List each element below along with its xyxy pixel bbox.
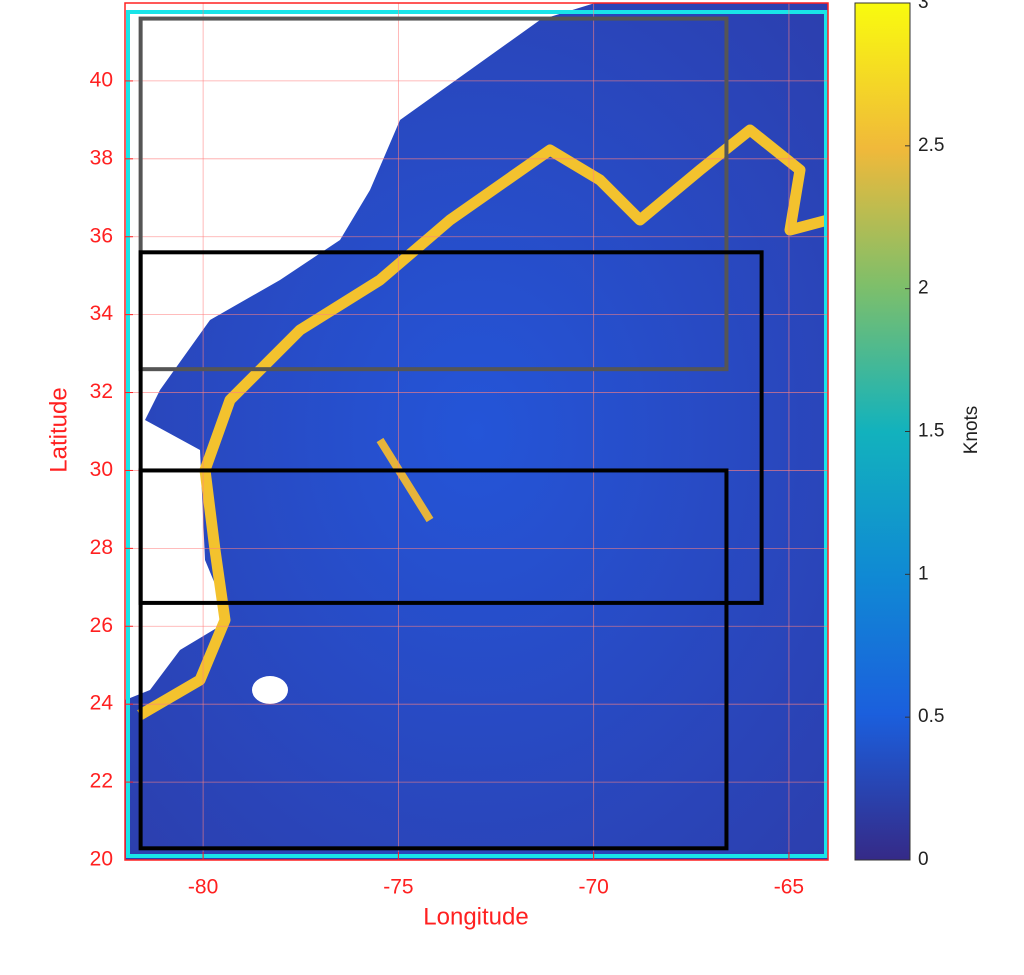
gulf-stream <box>137 124 828 720</box>
current-field <box>125 3 828 860</box>
colorbar-label: Knots <box>961 406 982 455</box>
x-tick-label: -75 <box>383 876 413 899</box>
x-tick-label: -65 <box>774 876 804 899</box>
colorbar <box>854 2 911 861</box>
colorbar-tick-label: 1.5 <box>918 421 944 442</box>
y-tick-label: 36 <box>90 224 113 247</box>
domain-boundary <box>126 10 828 858</box>
colorbar-tick-label: 0.5 <box>918 706 944 727</box>
y-tick-label: 20 <box>90 848 113 871</box>
regions <box>138 16 764 851</box>
plot-frame <box>124 2 829 861</box>
y-tick-label: 34 <box>90 302 114 325</box>
y-tick-label: 40 <box>90 68 113 91</box>
region-box <box>138 250 764 605</box>
island <box>252 676 288 704</box>
y-tick-label: 26 <box>90 614 113 637</box>
colorbar-tick-label: 2.5 <box>918 135 944 156</box>
region-box <box>138 468 729 851</box>
eddy <box>376 437 434 523</box>
x-tick-label: -80 <box>188 876 218 899</box>
y-tick-label: 22 <box>90 770 113 793</box>
y-axis-label: Latitude <box>45 387 72 472</box>
x-axis-label: Longitude <box>423 903 528 930</box>
colorbar-tick-label: 0 <box>918 849 929 870</box>
y-tick-label: 30 <box>90 458 113 481</box>
x-tick-label: -70 <box>578 876 608 899</box>
y-tick-label: 24 <box>90 692 114 715</box>
region-box <box>138 16 729 372</box>
y-tick-label: 28 <box>90 536 113 559</box>
colorbar-tick-label: 2 <box>918 278 929 299</box>
colorbar-tick-label: 3 <box>918 0 929 13</box>
land <box>125 3 595 700</box>
colorbar-tick-label: 1 <box>918 563 929 584</box>
y-tick-label: 32 <box>90 380 113 403</box>
y-tick-label: 38 <box>90 146 113 169</box>
